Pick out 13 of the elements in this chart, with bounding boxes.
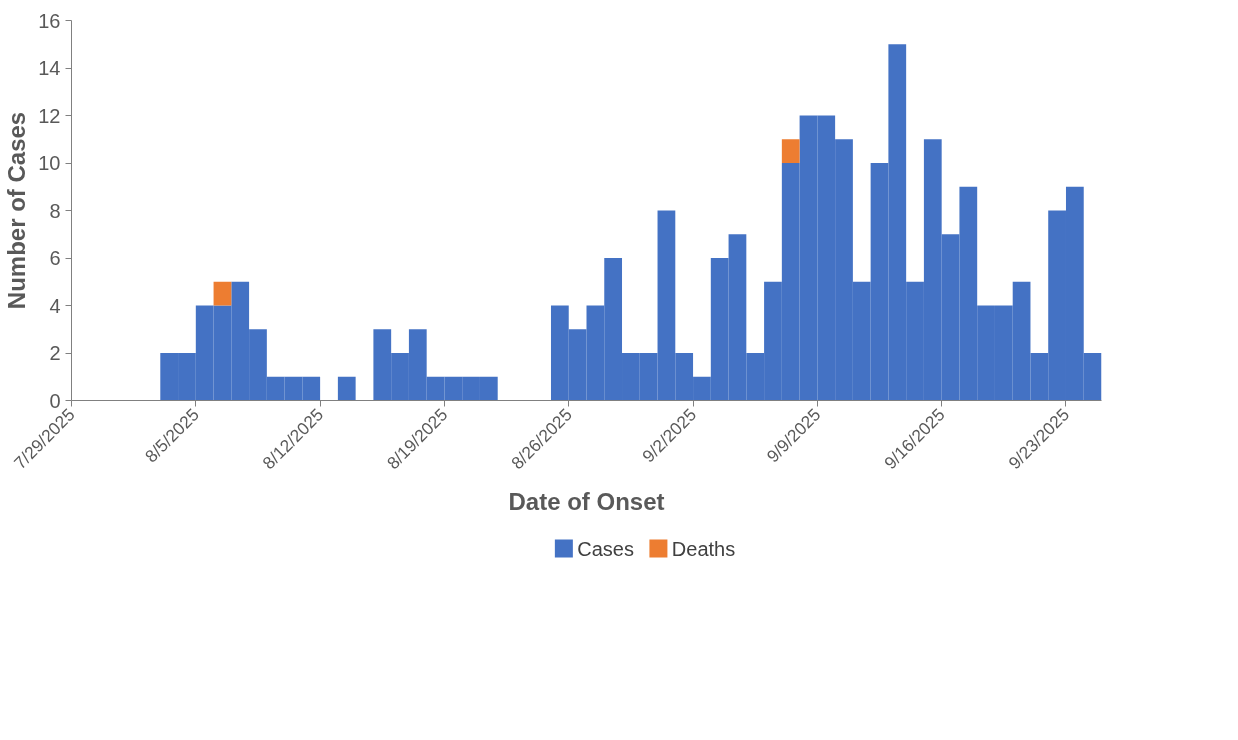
legend-label: Deaths bbox=[671, 537, 736, 560]
y-tick-label: 6 bbox=[49, 247, 61, 269]
y-tick-label: 0 bbox=[49, 389, 61, 412]
y-tick-label: 14 bbox=[38, 57, 61, 79]
y-tick-label: 4 bbox=[49, 294, 61, 317]
y-tick-label: 16 bbox=[38, 9, 61, 32]
y-tick-label: 8 bbox=[49, 199, 61, 222]
y-tick-label: 2 bbox=[49, 342, 61, 364]
y-axis-title: Number of Cases bbox=[3, 111, 31, 310]
x-axis-title: Date of Onset bbox=[508, 488, 665, 516]
legend-label: Cases bbox=[577, 537, 634, 560]
y-tick-label: 12 bbox=[38, 104, 61, 127]
y-tick-label: 10 bbox=[38, 152, 61, 174]
